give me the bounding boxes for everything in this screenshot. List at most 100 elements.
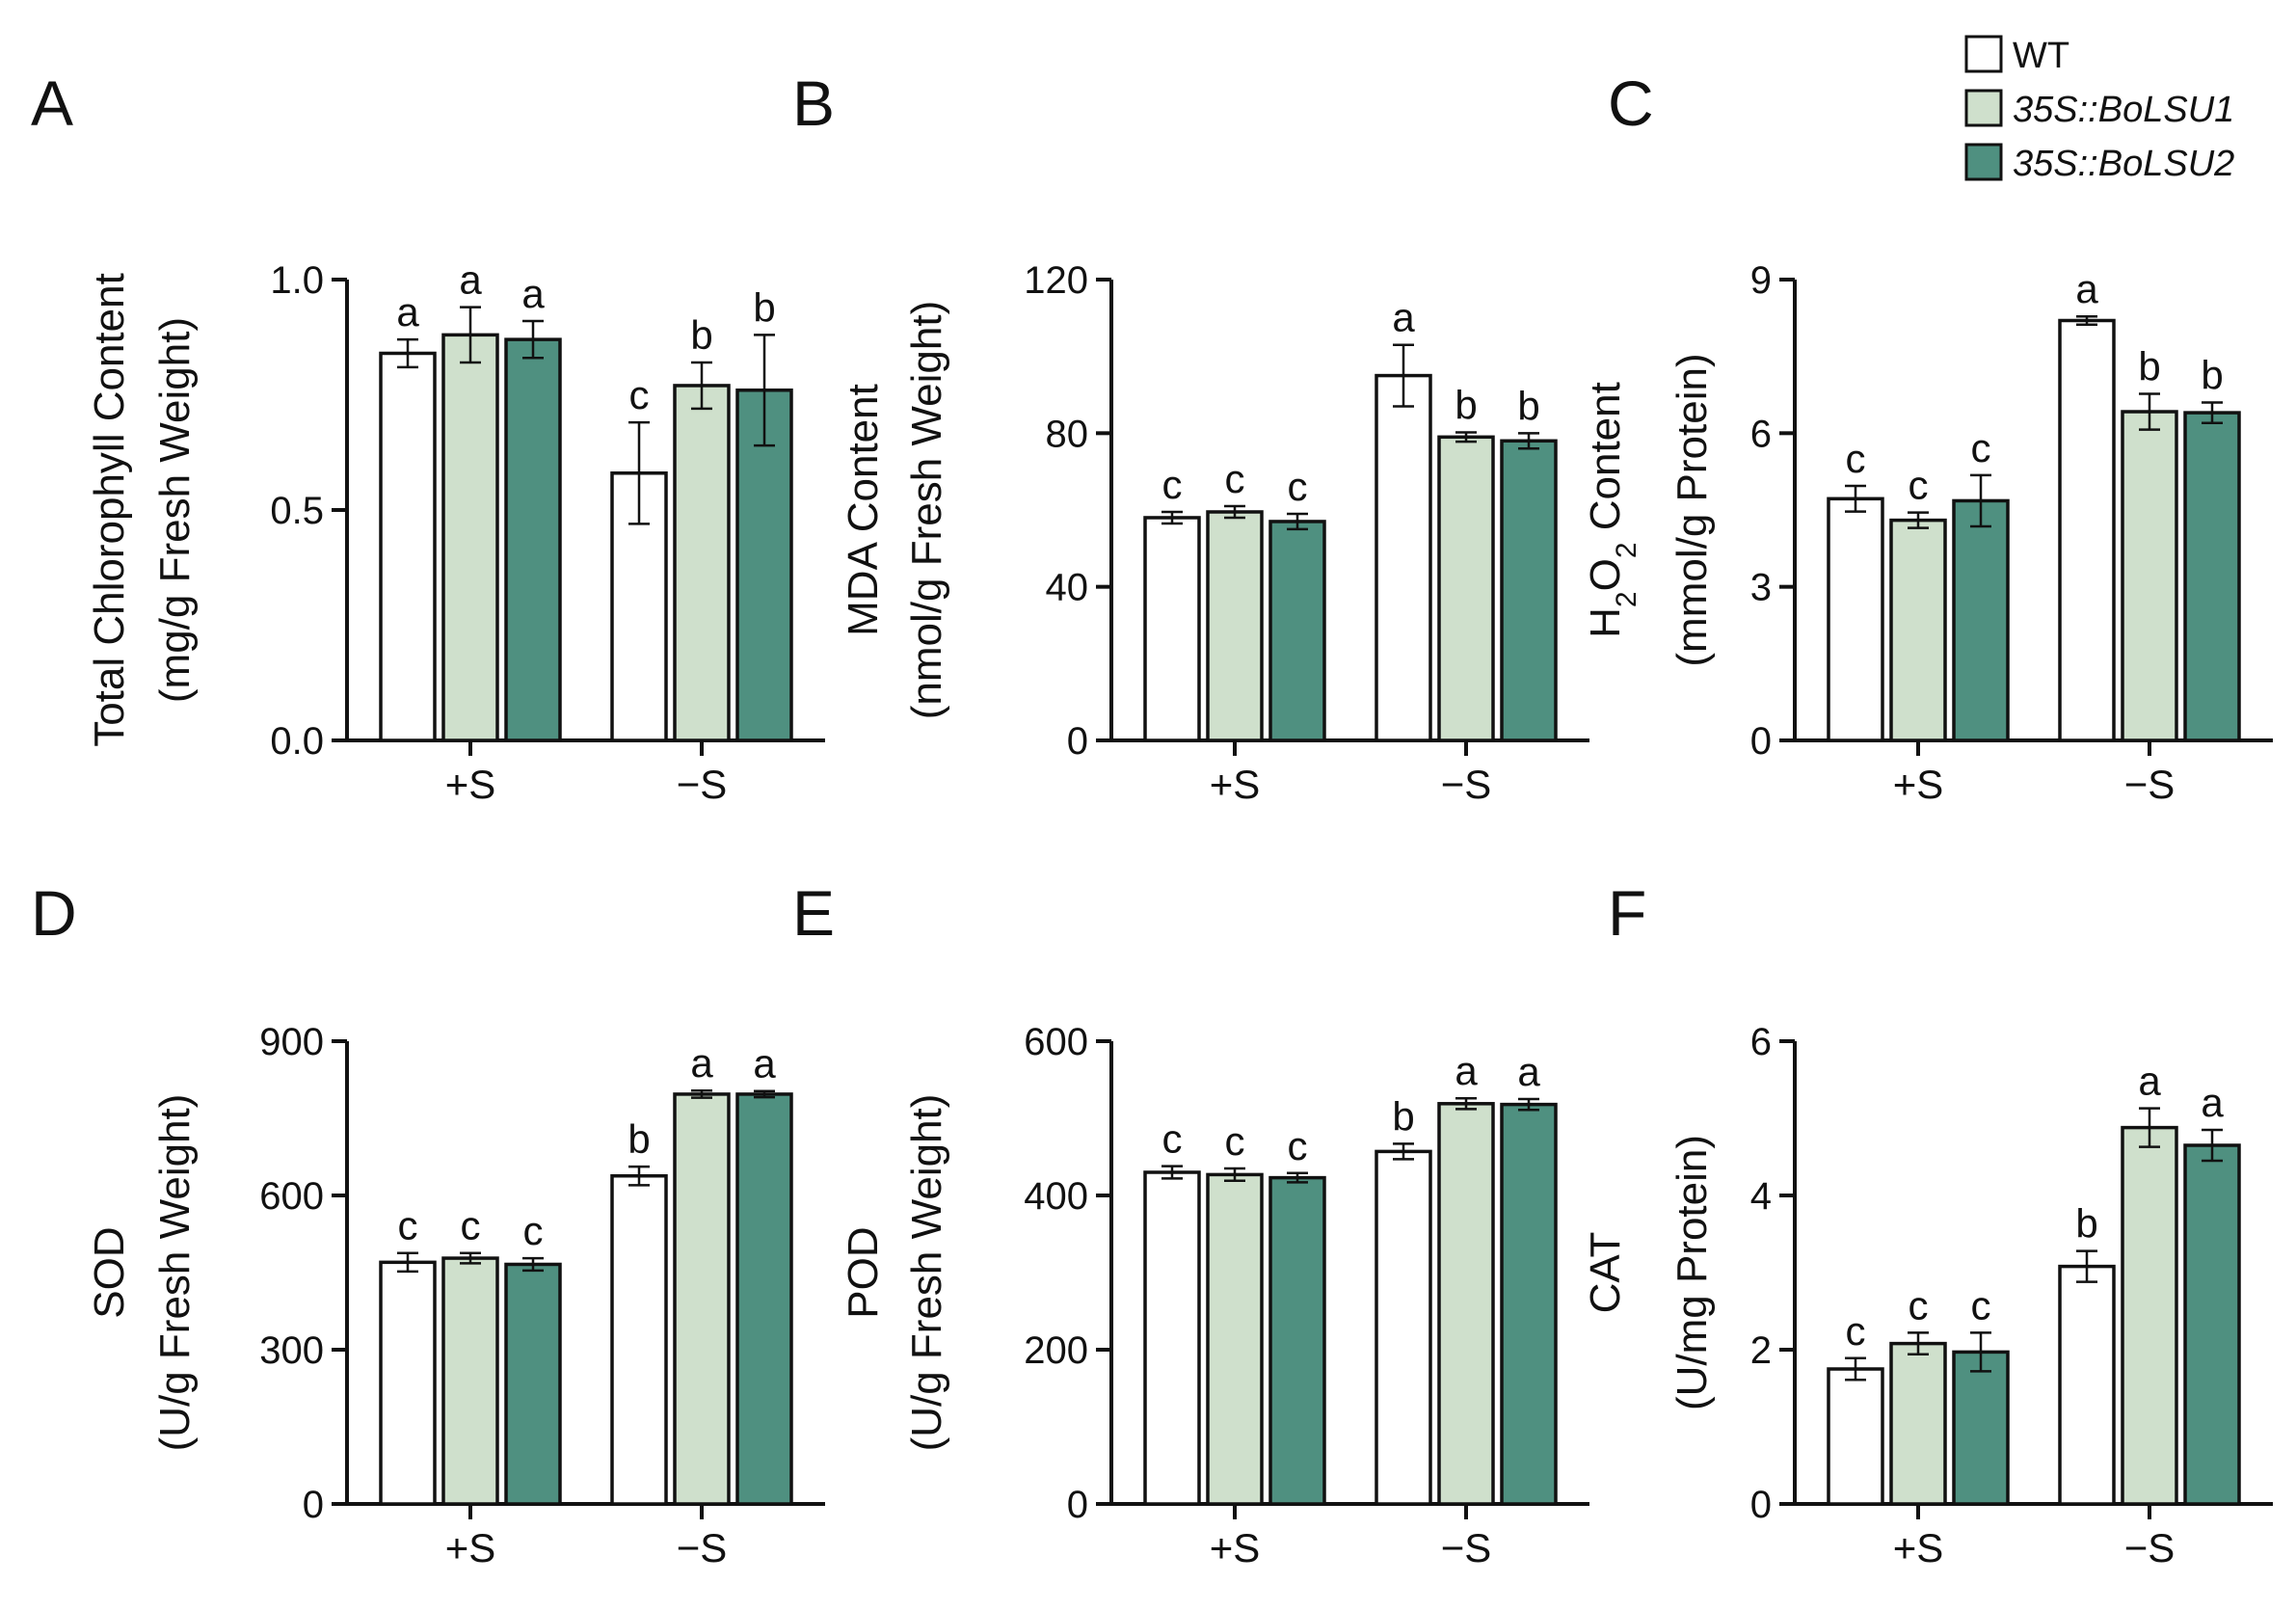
significance-letter: c: [461, 1203, 481, 1248]
significance-letter: c: [1909, 463, 1929, 508]
y-axis-unit-label: (mmol/g Protein): [1669, 353, 1716, 666]
significance-letter: c: [1846, 1308, 1866, 1354]
bar-wt: [1143, 516, 1201, 742]
y-axis-label: H2O2 Content: [1582, 382, 1642, 638]
significance-letter: c: [1225, 1118, 1245, 1164]
significance-letter: c: [1971, 1282, 1991, 1328]
significance-letter: a: [459, 257, 482, 303]
bar-wt: [2058, 1264, 2116, 1506]
y-tick-label: 0.0: [270, 720, 324, 763]
bar-bolsu1: [441, 1256, 499, 1506]
y-axis-unit-label: (nmol/g Fresh Weight): [903, 301, 950, 719]
x-tick-label: −S: [1441, 1525, 1492, 1570]
significance-letter: c: [1909, 1282, 1929, 1328]
significance-letter: c: [1846, 436, 1866, 481]
y-tick-label: 0: [1750, 720, 1772, 763]
significance-letter: c: [1225, 456, 1245, 501]
bar-bolsu2: [1500, 1102, 1558, 1506]
significance-letter: a: [1455, 1048, 1478, 1093]
bar-bolsu1: [1206, 510, 1264, 742]
significance-letter: a: [690, 1040, 713, 1086]
y-tick-label: 4: [1750, 1175, 1772, 1218]
y-axis-unit-label: (mg/g Fresh Weight): [151, 317, 199, 703]
panel-letter: B: [792, 67, 835, 139]
y-axis-label: Total Chlorophyll Content: [86, 273, 133, 747]
x-tick-label: +S: [445, 762, 496, 807]
x-tick-label: +S: [1893, 1525, 1944, 1570]
bar-bolsu1: [2121, 1125, 2178, 1506]
significance-letter: b: [753, 284, 775, 330]
legend: WT 35S::BoLSU1 35S::BoLSU2: [1964, 35, 2234, 184]
bar-bolsu1: [1437, 1102, 1495, 1506]
bar-bolsu1: [1889, 518, 1947, 742]
significance-letter: b: [2075, 1201, 2097, 1247]
bar-wt: [610, 471, 668, 742]
significance-letter: b: [690, 312, 712, 358]
y-tick-label: 6: [1750, 413, 1772, 455]
significance-letter: c: [1288, 464, 1308, 509]
y-tick-label: 400: [1024, 1175, 1088, 1218]
bar-wt: [610, 1173, 668, 1506]
y-tick-label: 200: [1024, 1329, 1088, 1372]
y-axis-unit-label: (U/g Fresh Weight): [151, 1094, 199, 1452]
y-tick-label: 0.5: [270, 490, 324, 532]
y-tick-label: 900: [259, 1021, 324, 1063]
significance-letter: b: [1455, 383, 1477, 428]
significance-letter: c: [523, 1208, 544, 1253]
panel-letter: C: [1608, 67, 1654, 139]
y-tick-label: 0: [1067, 720, 1088, 763]
bar-wt: [379, 351, 437, 742]
panel-a: A Total Chlorophyll Content (mg/g Fresh We…: [31, 67, 825, 807]
significance-letter: c: [1971, 425, 1991, 470]
significance-letter: a: [396, 289, 419, 335]
significance-letter: a: [753, 1041, 776, 1087]
significance-letter: a: [2138, 1059, 2161, 1104]
y-tick-label: 0: [1067, 1484, 1088, 1526]
y-tick-label: 2: [1750, 1329, 1772, 1372]
y-axis-label: MDA Content: [840, 384, 887, 636]
panel-letter: F: [1608, 877, 1646, 949]
bar-bolsu2: [504, 1262, 562, 1506]
bar-bolsu1: [1889, 1341, 1947, 1506]
legend-label-wt: WT: [2013, 36, 2069, 76]
panel-letter: D: [31, 877, 77, 949]
significance-letter: b: [2138, 343, 2160, 389]
y-tick-label: 9: [1750, 259, 1772, 302]
bar-wt: [1375, 373, 1432, 742]
legend-swatch-bolsu1: [1964, 89, 2003, 127]
bar-bolsu1: [1437, 435, 1495, 742]
x-tick-label: +S: [1893, 762, 1944, 807]
significance-letter: b: [1392, 1093, 1414, 1139]
bar-bolsu2: [504, 337, 562, 742]
x-tick-label: −S: [2124, 762, 2176, 807]
significance-letter: a: [1517, 1049, 1540, 1094]
significance-letter: b: [1517, 383, 1539, 428]
x-tick-label: −S: [677, 1525, 728, 1570]
y-tick-label: 6: [1750, 1021, 1772, 1063]
bar-bolsu2: [1500, 439, 1558, 742]
panel-b: B MDA Content (nmol/g Fresh Weight) 0 40 80 12…: [792, 67, 1589, 807]
bar-bolsu1: [673, 1092, 731, 1506]
y-tick-label: 0: [1750, 1484, 1772, 1526]
y-axis-label: CAT: [1582, 1232, 1629, 1314]
y-tick-label: 3: [1750, 567, 1772, 609]
y-axis-unit-label: (U/mg Protein): [1669, 1135, 1716, 1410]
panels: A Total Chlorophyll Content (mg/g Fresh We…: [31, 67, 2273, 1570]
panel-letter: A: [31, 67, 73, 139]
y-tick-label: 600: [1024, 1021, 1088, 1063]
y-axis-label: SOD: [86, 1226, 133, 1318]
bar-wt: [379, 1260, 437, 1506]
significance-letter: a: [2201, 1080, 2224, 1125]
legend-label-bolsu1: 35S::BoLSU1: [2013, 90, 2234, 130]
significance-letter: a: [2075, 266, 2098, 311]
bar-bolsu1: [441, 333, 499, 742]
bar-bolsu2: [1952, 498, 2010, 742]
significance-letter: c: [1162, 1116, 1183, 1162]
significance-letter: c: [629, 372, 650, 417]
y-tick-label: 40: [1046, 567, 1089, 609]
y-axis-unit-label: (U/g Fresh Weight): [903, 1094, 950, 1452]
